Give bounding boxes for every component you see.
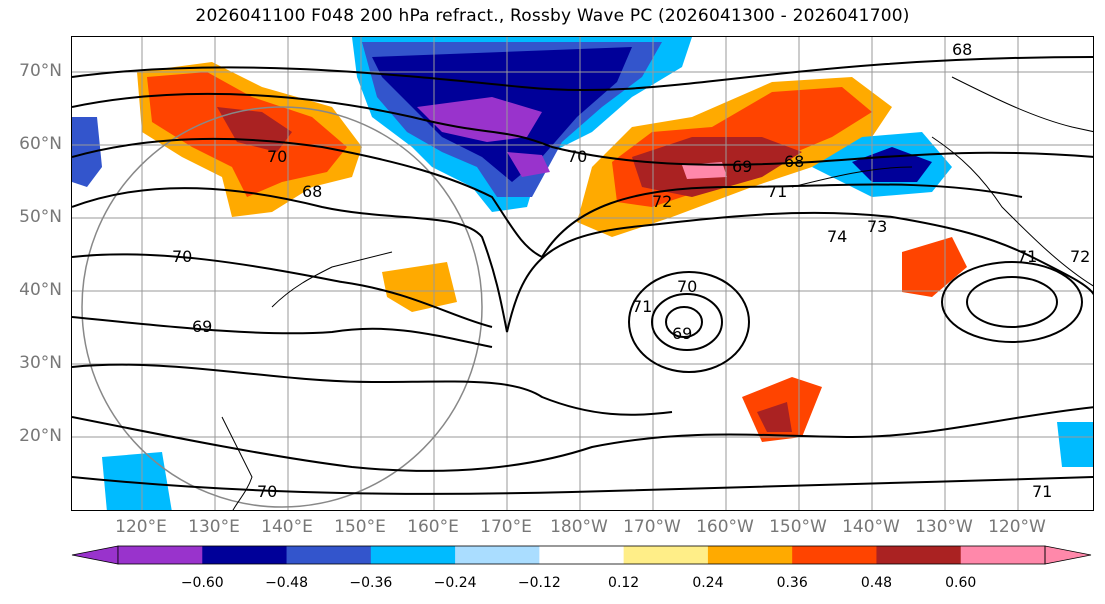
contour-labels: 68 70 70 69 68 71 72 73 74 70 69 71 70 6… bbox=[172, 40, 1090, 501]
negative-anomaly-sw-corner bbox=[102, 452, 172, 510]
lat-label-30n: 30°N bbox=[19, 353, 62, 373]
lon-label-150e: 150°E bbox=[334, 517, 386, 537]
contour-label: 70 bbox=[257, 482, 277, 501]
lat-label-20n: 20°N bbox=[19, 426, 62, 446]
contour-label: 68 bbox=[302, 182, 322, 201]
positive-anomaly-central bbox=[382, 262, 457, 312]
colorbar-tick-label: 0.12 bbox=[608, 575, 640, 591]
negative-anomaly-se-corner bbox=[1057, 422, 1093, 467]
refractivity-contours bbox=[72, 56, 1093, 495]
colorbar-segment bbox=[202, 546, 288, 564]
colorbar-tick-label: −0.36 bbox=[349, 575, 393, 591]
lon-label-130w: 130°W bbox=[915, 517, 973, 537]
colorbar-segment bbox=[623, 546, 709, 564]
lon-label-160e: 160°E bbox=[407, 517, 459, 537]
positive-anomaly-tropics-deep bbox=[757, 402, 792, 432]
lon-label-170e: 170°E bbox=[480, 517, 532, 537]
contour-label: 72 bbox=[1070, 247, 1090, 266]
map-canvas: 68 70 70 69 68 71 72 73 74 70 69 71 70 6… bbox=[72, 37, 1093, 510]
map-panel: 68 70 70 69 68 71 72 73 74 70 69 71 70 6… bbox=[71, 36, 1094, 511]
range-circle bbox=[81, 106, 483, 508]
lon-label-140e: 140°E bbox=[261, 517, 313, 537]
colorbar-segment bbox=[118, 546, 203, 564]
contour-label: 69 bbox=[732, 157, 752, 176]
colorbar-segment bbox=[792, 546, 877, 564]
colorbar-segment bbox=[707, 546, 793, 564]
lon-label-170w: 170°W bbox=[623, 517, 681, 537]
contour-label: 68 bbox=[784, 152, 804, 171]
colorbar-tick-label: −0.48 bbox=[265, 575, 308, 591]
contour-label: 71 bbox=[1017, 247, 1037, 266]
graticule bbox=[72, 37, 1093, 510]
lat-label-50n: 50°N bbox=[19, 207, 62, 227]
colorbar-segment bbox=[539, 546, 625, 564]
lon-label-130e: 130°E bbox=[188, 517, 240, 537]
lon-label-180w: 180°W bbox=[550, 517, 608, 537]
colorbar-segment bbox=[960, 546, 1046, 564]
lat-label-70n: 70°N bbox=[19, 61, 62, 81]
contour-label: 70 bbox=[567, 147, 587, 166]
colorbar-segment bbox=[455, 546, 540, 564]
contour-label: 74 bbox=[827, 227, 847, 246]
contour-label: 71 bbox=[767, 182, 787, 201]
colorbar-tick-label: 0.24 bbox=[692, 575, 724, 591]
colorbar-tick-label: −0.60 bbox=[180, 575, 224, 591]
colorbar-tick-label: 0.36 bbox=[776, 575, 808, 591]
lon-label-140w: 140°W bbox=[842, 517, 900, 537]
lat-label-60n: 60°N bbox=[19, 134, 62, 154]
map-title: 2026041100 F048 200 hPa refract., Rossby… bbox=[195, 6, 910, 26]
contour-label: 70 bbox=[172, 247, 192, 266]
negative-anomaly-purple-2 bbox=[507, 152, 550, 177]
lon-label-120w: 120°W bbox=[988, 517, 1046, 537]
contour-label: 69 bbox=[672, 324, 692, 343]
contour-label: 70 bbox=[267, 147, 287, 166]
colorbar-segment bbox=[286, 546, 372, 564]
negative-anomaly-west-edge bbox=[72, 117, 102, 187]
anomaly-shading bbox=[72, 37, 1093, 510]
contour-label: 73 bbox=[867, 217, 887, 236]
lat-label-40n: 40°N bbox=[19, 280, 62, 300]
contour-label: 71 bbox=[632, 297, 652, 316]
contour-label: 69 bbox=[192, 317, 212, 336]
colorbar-segments bbox=[71, 545, 1092, 565]
colorbar-border bbox=[117, 545, 1046, 565]
contour-label: 72 bbox=[652, 192, 672, 211]
negative-anomaly-purple bbox=[417, 97, 542, 142]
contour-label: 70 bbox=[677, 277, 697, 296]
colorbar-tick-label: −0.24 bbox=[433, 575, 477, 591]
lon-label-120e: 120°E bbox=[115, 517, 167, 537]
colorbar-max-arrow bbox=[1044, 545, 1092, 565]
lon-label-160w: 160°W bbox=[696, 517, 754, 537]
colorbar-min-arrow bbox=[71, 545, 119, 565]
lon-label-150w: 150°W bbox=[769, 517, 827, 537]
colorbar-segment bbox=[370, 546, 456, 564]
contour-label: 68 bbox=[952, 40, 972, 59]
colorbar-segment bbox=[876, 546, 962, 564]
coastlines bbox=[221, 76, 1093, 510]
contour-label: 71 bbox=[1032, 482, 1052, 501]
colorbar-tick-label: 0.60 bbox=[945, 575, 977, 591]
colorbar-tick-label: −0.12 bbox=[517, 575, 561, 591]
positive-anomaly-east-pacific bbox=[902, 237, 967, 297]
colorbar-tick-label: 0.48 bbox=[860, 575, 893, 591]
positive-anomaly-pacific-pink bbox=[682, 162, 727, 179]
